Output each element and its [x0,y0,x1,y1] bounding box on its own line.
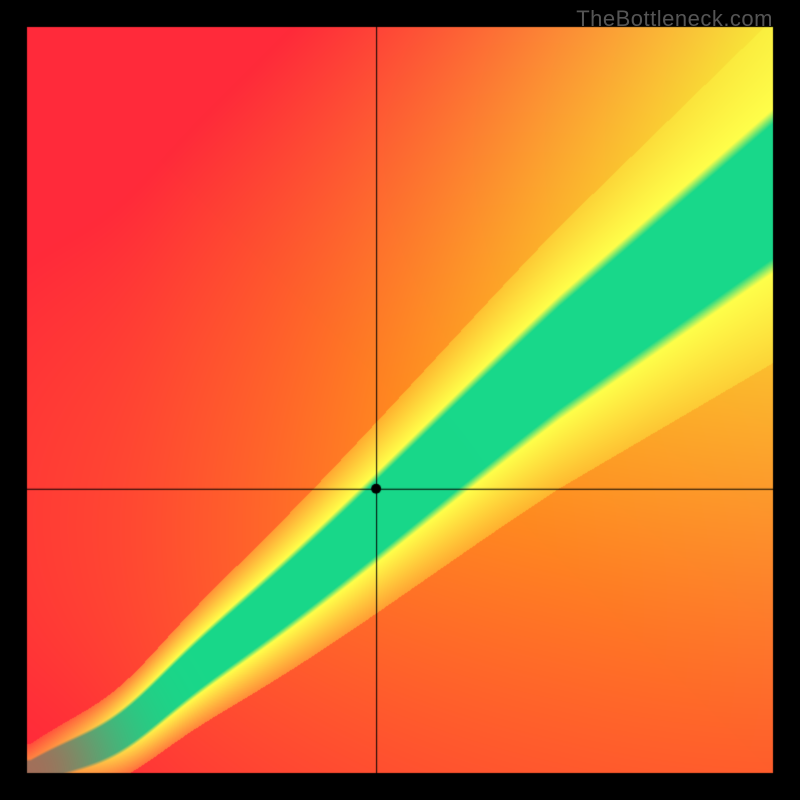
bottleneck-heatmap [0,0,800,800]
watermark-text: TheBottleneck.com [576,6,773,32]
chart-container: TheBottleneck.com [0,0,800,800]
